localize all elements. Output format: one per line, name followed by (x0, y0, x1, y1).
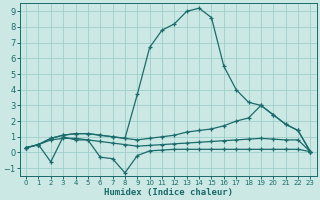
X-axis label: Humidex (Indice chaleur): Humidex (Indice chaleur) (104, 188, 233, 197)
